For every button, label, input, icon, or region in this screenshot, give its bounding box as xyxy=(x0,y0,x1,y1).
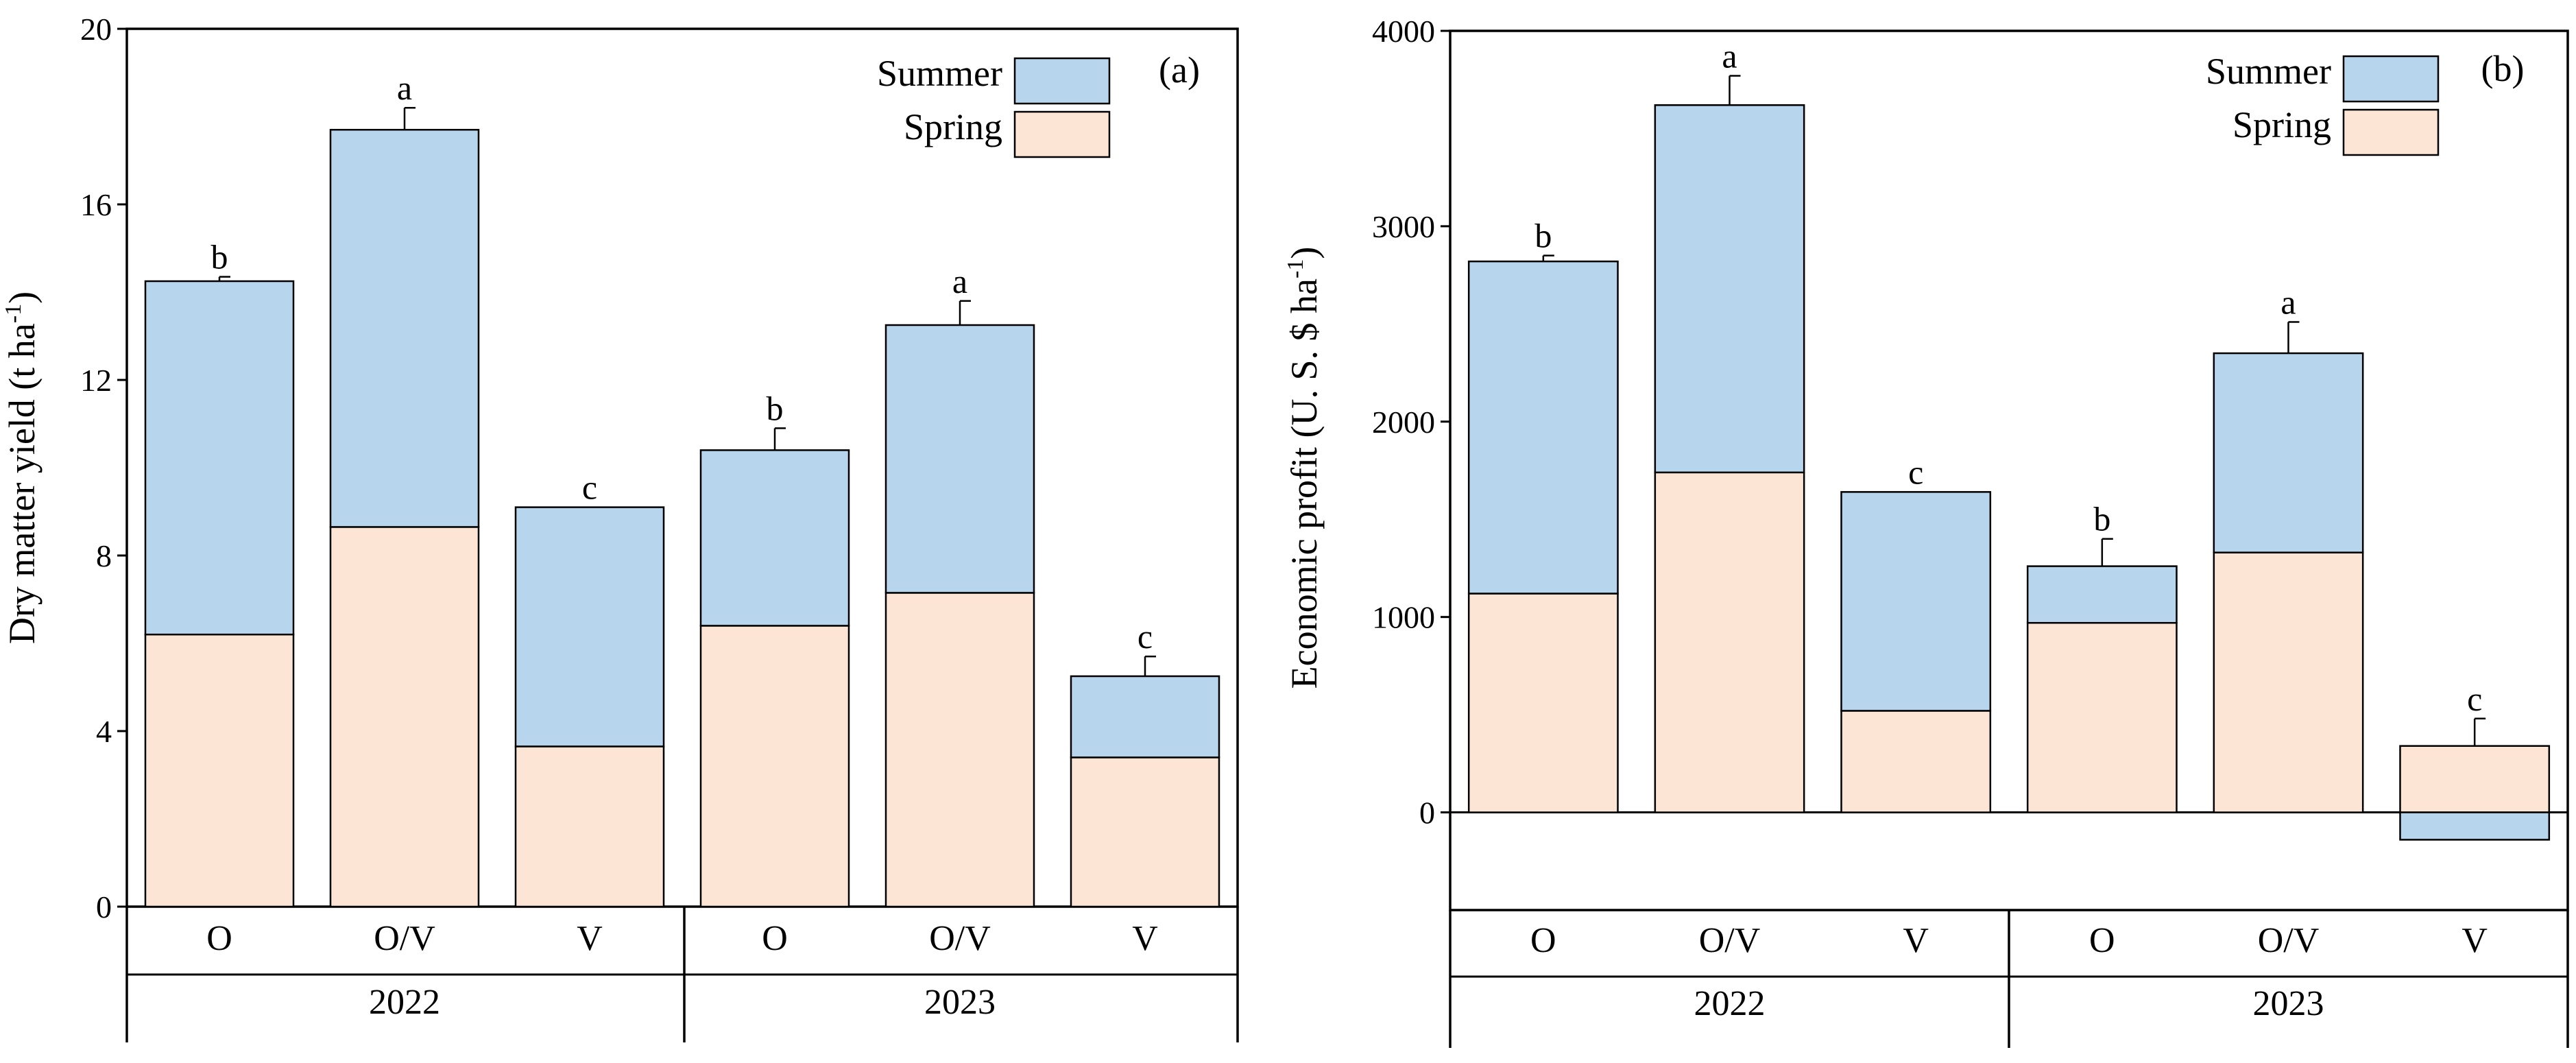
legend-swatch xyxy=(2342,108,2440,156)
bar-summer xyxy=(2026,565,2178,624)
significance-letter: a xyxy=(2280,283,2296,321)
y-tick-label: 2000 xyxy=(1372,405,1435,440)
panel-a-dry-matter-yield: 0 4 8 12 16 20 Dry matter yield (t ha-1) b Oa O/V… xyxy=(1,12,1239,1042)
x-category-label: O/V xyxy=(374,919,435,958)
bar-spring xyxy=(1070,756,1220,908)
significance-letter: b xyxy=(767,389,784,427)
plot-frame xyxy=(125,27,1239,908)
y-tick-label: 12 xyxy=(80,363,112,398)
y-tick-label: 3000 xyxy=(1372,209,1435,244)
legend-swatch xyxy=(1013,57,1111,105)
bar-summer xyxy=(1840,491,1992,712)
bar-spring xyxy=(2399,745,2551,813)
bar-spring xyxy=(2213,551,2364,813)
x-category-label: V xyxy=(2461,921,2488,960)
bar-spring xyxy=(514,745,665,908)
bar-spring xyxy=(2026,621,2178,813)
legend-label: Summer xyxy=(877,53,1002,94)
x-category-label: O xyxy=(206,919,232,958)
y-axis-label: Economic profit (U. S. $ ha-1) xyxy=(1283,247,1325,689)
panel-b-economic-profit: 0 1000 2000 3000 4000 Economic profit (U. S. … xyxy=(1283,14,2569,1048)
x-category-label: O xyxy=(1530,921,1556,960)
bar-spring xyxy=(1467,593,1619,813)
y-tick-label: 16 xyxy=(80,187,112,222)
legend-swatch xyxy=(2342,55,2440,103)
bar-spring xyxy=(329,526,480,908)
significance-letter: c xyxy=(582,468,597,507)
x-category-label: V xyxy=(1903,921,1929,960)
significance-letter: c xyxy=(1908,453,1923,491)
bar-summer xyxy=(1467,260,1619,595)
significance-letter: b xyxy=(2093,500,2110,538)
bar-summer xyxy=(2399,811,2551,841)
legend-label: Summer xyxy=(2206,51,2331,92)
x-category-label: O xyxy=(762,919,788,958)
y-tick-label: 4000 xyxy=(1372,14,1435,49)
bar-summer xyxy=(144,280,295,636)
significance-letter: b xyxy=(1534,217,1552,255)
y-tick-label: 4 xyxy=(96,714,112,749)
x-group-label: 2023 xyxy=(2253,984,2324,1023)
bar-spring xyxy=(884,592,1035,908)
x-category-label: V xyxy=(1132,919,1158,958)
x-group-label: 2023 xyxy=(924,983,996,1022)
y-axis-label: Dry matter yield (t ha-1) xyxy=(1,291,43,644)
significance-letter: a xyxy=(397,69,412,107)
bar-summer xyxy=(1654,104,1805,474)
significance-letter: c xyxy=(1137,617,1153,656)
bar-summer xyxy=(514,506,665,748)
legend-label: Spring xyxy=(904,106,1002,147)
x-group-label: 2022 xyxy=(369,983,440,1022)
panel-label: (a) xyxy=(1159,49,1200,91)
y-tick-label: 0 xyxy=(96,889,112,924)
legend-swatch xyxy=(1013,110,1111,158)
bar-spring xyxy=(699,625,850,908)
bar-summer xyxy=(329,128,480,528)
bar-spring xyxy=(1840,710,1992,813)
legend-label: Spring xyxy=(2232,104,2331,145)
bar-spring xyxy=(1654,471,1805,813)
bar-summer xyxy=(884,324,1035,594)
bar-spring xyxy=(144,633,295,908)
bar-summer xyxy=(1070,675,1220,759)
x-category-label: O xyxy=(2089,921,2115,960)
x-category-label: V xyxy=(577,919,603,958)
x-category-label: O/V xyxy=(929,919,991,958)
bar-summer xyxy=(699,449,850,627)
y-tick-label: 20 xyxy=(80,12,112,47)
x-group-label: 2022 xyxy=(1694,984,1766,1023)
y-tick-label: 1000 xyxy=(1372,600,1435,635)
panel-label: (b) xyxy=(2481,48,2525,89)
significance-letter: a xyxy=(1722,37,1737,75)
y-tick-label: 8 xyxy=(96,538,112,573)
significance-letter: b xyxy=(211,238,228,276)
bar-summer xyxy=(2213,352,2364,553)
significance-letter: a xyxy=(952,262,967,300)
y-tick-label: 0 xyxy=(1419,796,1435,831)
significance-letter: c xyxy=(2467,680,2482,718)
x-category-label: O/V xyxy=(2258,921,2320,960)
x-category-label: O/V xyxy=(1699,921,1761,960)
